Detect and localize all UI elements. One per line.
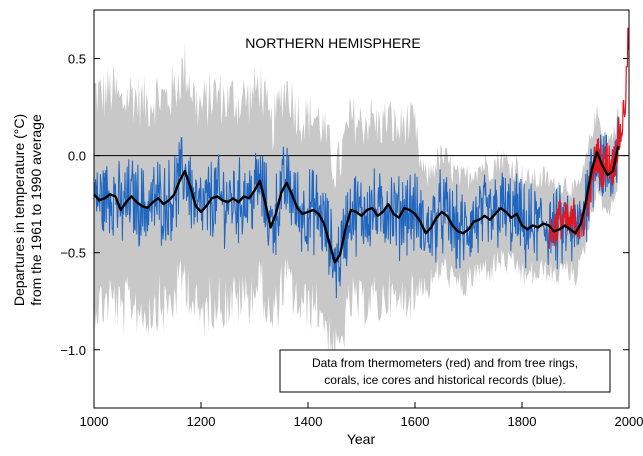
chart-title: NORTHERN HEMISPHERE	[245, 35, 421, 51]
y-axis-label-line-1: Departures in temperature (°C)	[11, 114, 27, 306]
x-tick-label: 1400	[294, 414, 323, 429]
plot-layer	[93, 27, 630, 373]
y-tick-label: 0.5	[68, 52, 86, 67]
smoothed-curve-line	[93, 145, 620, 264]
proxy-record-line	[93, 116, 619, 299]
x-tick-label: 1000	[80, 414, 109, 429]
x-tick-label: 1800	[508, 414, 537, 429]
annotation-line-2: corals, ice cores and historical records…	[324, 373, 565, 387]
y-tick-label: −1.0	[60, 343, 86, 358]
annotation-line-1: Data from thermometers (red) and from tr…	[312, 356, 578, 370]
y-tick-label: −0.5	[60, 246, 86, 261]
x-tick-label: 2000	[615, 414, 643, 429]
x-axis-label: Year	[347, 431, 376, 447]
y-tick-label: 0.0	[68, 149, 86, 164]
axis-layer: 1000 1200 1400 1600 1800 2000 0.5 0.0 −0.5 −1.0	[60, 52, 643, 429]
x-tick-label: 1200	[187, 414, 216, 429]
annotation-frame	[279, 349, 611, 393]
y-axis-label-line-2: from the 1961 to 1990 average	[28, 114, 44, 306]
x-tick-label: 1600	[401, 414, 430, 429]
plot-border	[93, 9, 630, 409]
instrumental-record-line	[548, 27, 630, 249]
annotation-box: Data from thermometers (red) and from tr…	[279, 349, 611, 393]
